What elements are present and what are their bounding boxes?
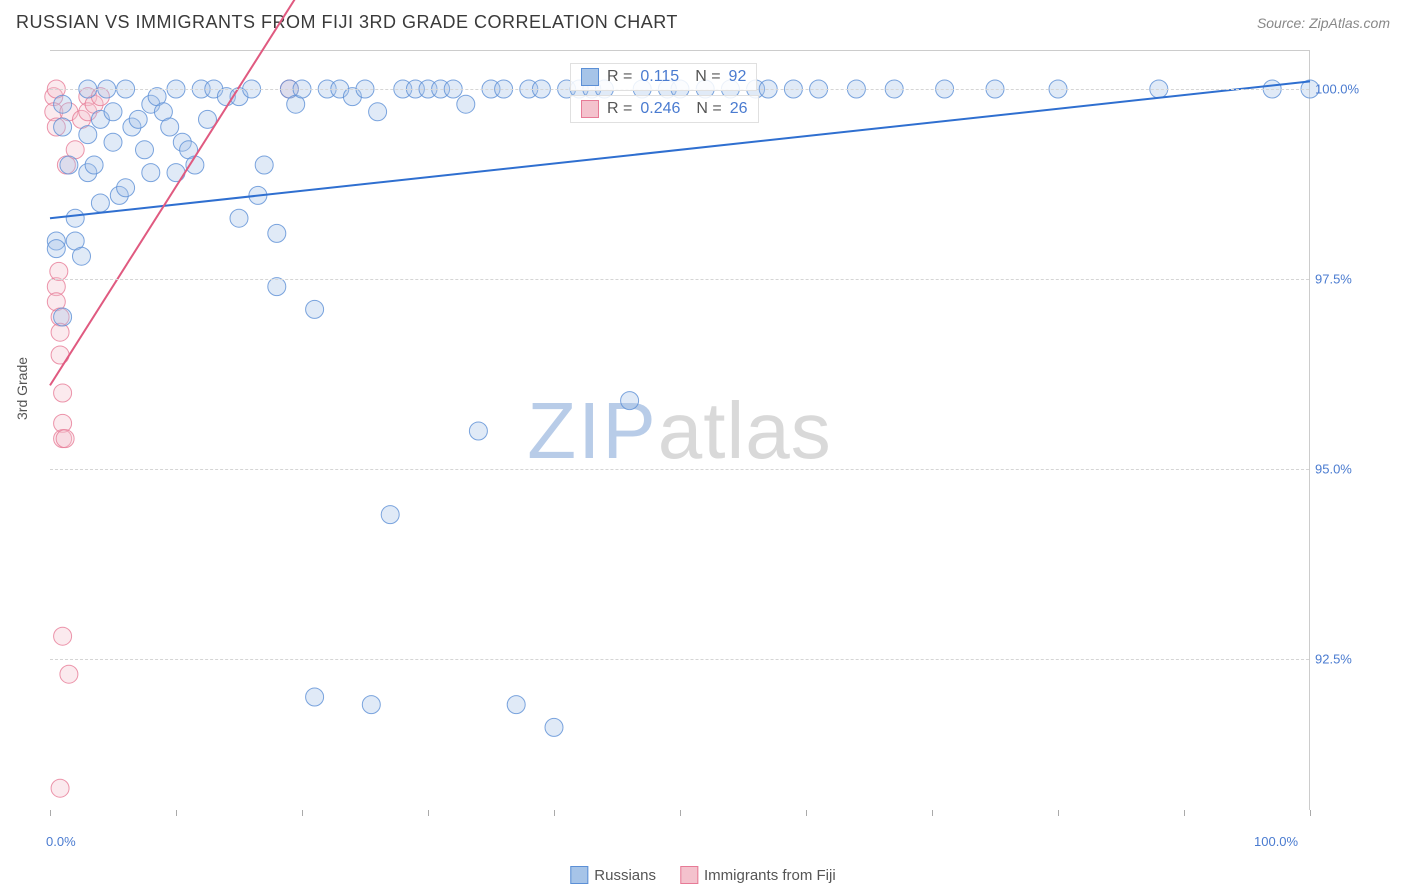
- y-gridline: [50, 469, 1309, 470]
- x-tick: [1058, 810, 1059, 816]
- x-tick-label: 0.0%: [46, 834, 76, 849]
- y-axis-label: 3rd Grade: [14, 357, 30, 420]
- data-point-russians: [306, 688, 324, 706]
- data-point-russians: [142, 164, 160, 182]
- data-point-russians: [60, 156, 78, 174]
- data-point-fiji: [56, 430, 74, 448]
- x-tick: [680, 810, 681, 816]
- stats-box-russians: R = 0.115 N = 92: [570, 63, 757, 91]
- x-tick: [50, 810, 51, 816]
- data-point-fiji: [54, 384, 72, 402]
- data-point-russians: [117, 179, 135, 197]
- data-point-russians: [230, 209, 248, 227]
- data-point-russians: [362, 696, 380, 714]
- chart-title: RUSSIAN VS IMMIGRANTS FROM FIJI 3RD GRAD…: [16, 12, 678, 33]
- stat-r-value: 0.115: [640, 68, 679, 86]
- data-point-russians: [47, 240, 65, 258]
- data-point-russians: [167, 164, 185, 182]
- stat-n-value: 26: [730, 100, 748, 118]
- data-point-russians: [91, 194, 109, 212]
- y-tick-label: 92.5%: [1315, 652, 1367, 667]
- data-point-russians: [73, 247, 91, 265]
- x-tick: [428, 810, 429, 816]
- data-point-russians: [161, 118, 179, 136]
- legend-swatch-fiji: [581, 100, 599, 118]
- data-point-russians: [54, 308, 72, 326]
- x-tick: [302, 810, 303, 816]
- data-point-russians: [66, 209, 84, 227]
- data-point-russians: [255, 156, 273, 174]
- stat-n-label: N =: [695, 68, 720, 86]
- x-tick: [1184, 810, 1185, 816]
- plot-area: ZIPatlas 92.5%95.0%97.5%100.0%R =0.115N …: [50, 50, 1310, 810]
- data-point-russians: [129, 110, 147, 128]
- data-point-russians: [507, 696, 525, 714]
- data-point-fiji: [60, 665, 78, 683]
- legend-label: Russians: [594, 867, 656, 884]
- data-point-russians: [54, 118, 72, 136]
- x-tick: [176, 810, 177, 816]
- legend-item-fiji: Immigrants from Fiji: [680, 866, 836, 884]
- data-point-russians: [381, 506, 399, 524]
- data-point-russians: [268, 224, 286, 242]
- data-point-russians: [104, 133, 122, 151]
- data-point-russians: [545, 718, 563, 736]
- y-tick-label: 97.5%: [1315, 272, 1367, 287]
- data-point-russians: [469, 422, 487, 440]
- data-point-russians: [306, 300, 324, 318]
- stat-n-label: N =: [696, 100, 721, 118]
- stat-r-value: 0.246: [640, 100, 680, 118]
- data-point-fiji: [54, 627, 72, 645]
- data-point-russians: [268, 278, 286, 296]
- data-point-russians: [85, 156, 103, 174]
- stats-box-fiji: R = 0.246 N = 26: [570, 95, 759, 123]
- x-tick: [1310, 810, 1311, 816]
- chart-source: Source: ZipAtlas.com: [1257, 15, 1390, 31]
- legend-item-russians: Russians: [570, 866, 656, 884]
- legend-swatch-russians: [570, 866, 588, 884]
- x-tick: [554, 810, 555, 816]
- data-point-fiji: [51, 779, 69, 797]
- x-tick: [932, 810, 933, 816]
- data-point-russians: [104, 103, 122, 121]
- stat-r-label: R =: [607, 68, 632, 86]
- legend-swatch-fiji: [680, 866, 698, 884]
- chart-svg: [50, 51, 1309, 810]
- data-point-russians: [369, 103, 387, 121]
- legend-swatch-russians: [581, 68, 599, 86]
- chart-header: RUSSIAN VS IMMIGRANTS FROM FIJI 3RD GRAD…: [16, 12, 1390, 33]
- x-tick: [806, 810, 807, 816]
- data-point-russians: [54, 95, 72, 113]
- data-point-russians: [136, 141, 154, 159]
- bottom-legend: Russians Immigrants from Fiji: [570, 866, 835, 884]
- y-tick-label: 95.0%: [1315, 462, 1367, 477]
- y-gridline: [50, 279, 1309, 280]
- data-point-russians: [79, 126, 97, 144]
- data-point-russians: [621, 392, 639, 410]
- y-tick-label: 100.0%: [1315, 82, 1367, 97]
- y-gridline: [50, 659, 1309, 660]
- legend-label: Immigrants from Fiji: [704, 867, 836, 884]
- data-point-russians: [457, 95, 475, 113]
- stat-r-label: R =: [607, 100, 632, 118]
- stat-n-value: 92: [729, 68, 747, 86]
- data-point-fiji: [50, 262, 68, 280]
- x-tick-label: 100.0%: [1254, 834, 1298, 849]
